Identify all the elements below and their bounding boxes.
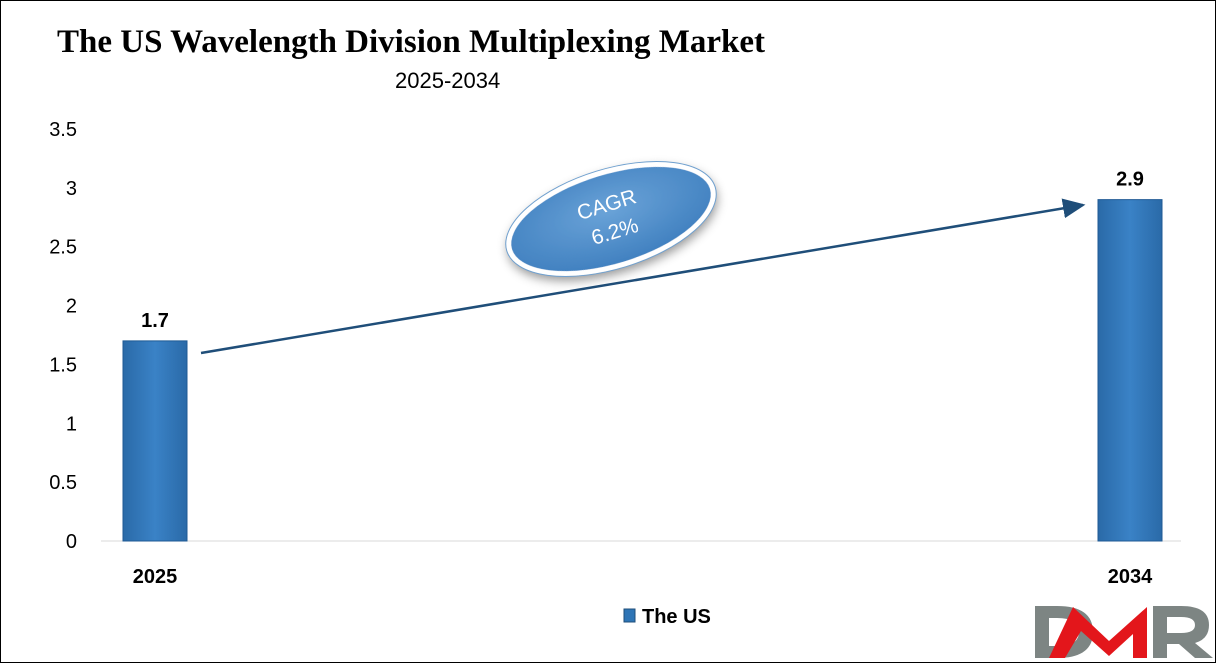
chart-subtitle: 2025-2034 [395, 68, 500, 93]
legend: The US [623, 606, 711, 628]
y-tick-label: 2.5 [49, 237, 77, 259]
cagr-arrow [200, 198, 1086, 355]
legend-swatch [623, 608, 636, 623]
y-tick-label: 3 [66, 178, 77, 200]
y-tick-label: 3.5 [49, 119, 77, 141]
y-tick-label: 2 [66, 296, 77, 318]
cagr-badge: CAGR 6.2% [505, 161, 717, 277]
x-tick-label: 2034 [1108, 566, 1153, 588]
bar-2025 [122, 340, 188, 542]
data-label: 2.9 [1116, 169, 1144, 191]
dmr-logo [1035, 606, 1213, 658]
chart-title: The US Wavelength Division Multiplexing … [57, 24, 765, 60]
data-label: 1.7 [141, 310, 169, 332]
y-tick-label: 0.5 [49, 472, 77, 494]
bar-2034 [1097, 199, 1163, 542]
x-tick-label: 2025 [133, 566, 178, 588]
y-tick-label: 1 [66, 413, 77, 435]
y-tick-label: 1.5 [49, 354, 77, 376]
y-tick-label: 0 [66, 531, 77, 553]
legend-label: The US [642, 606, 711, 628]
